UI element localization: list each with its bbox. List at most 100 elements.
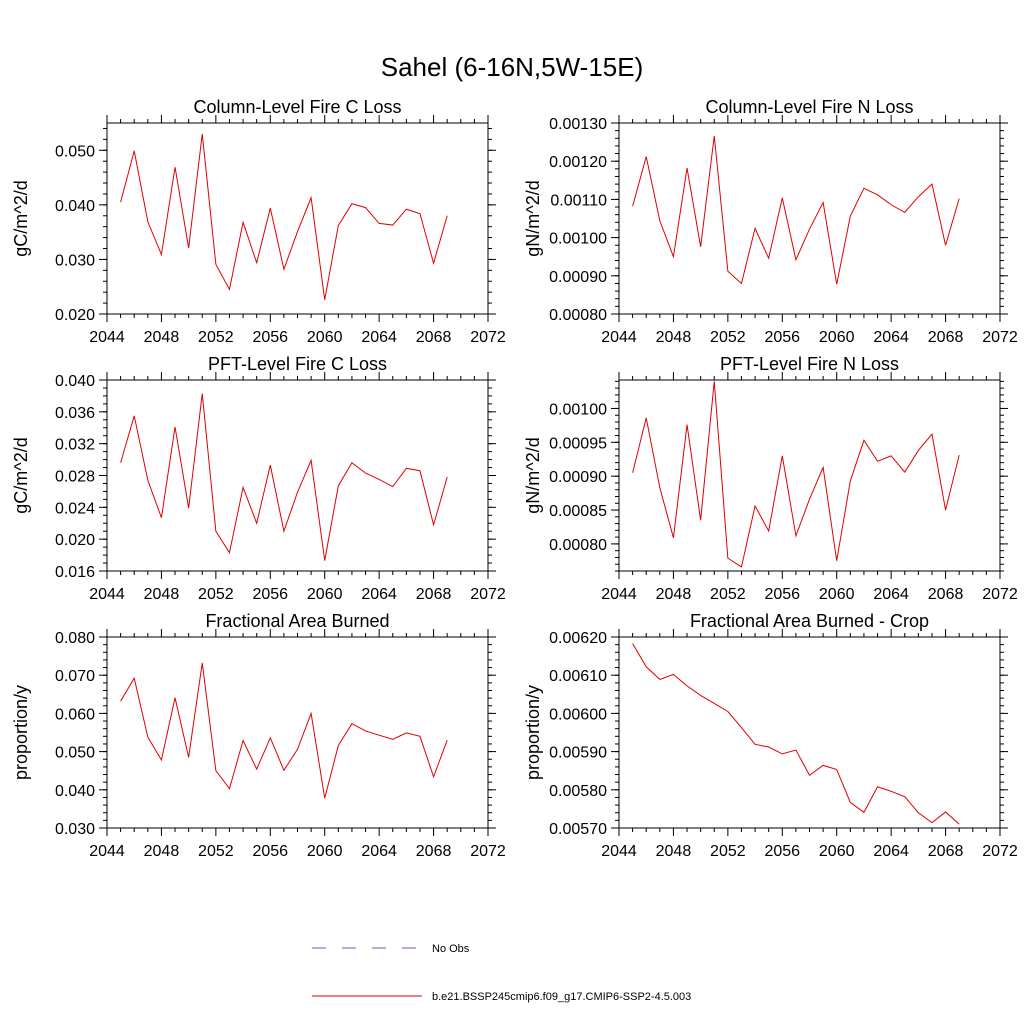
x-tick-label: 2044 bbox=[601, 329, 637, 346]
plot-frame bbox=[618, 379, 1001, 572]
x-tick-label: 2056 bbox=[764, 329, 800, 346]
x-tick-label: 2072 bbox=[982, 329, 1018, 346]
figure-title: Sahel (6-16N,5W-15E) bbox=[381, 52, 644, 82]
y-tick-label: 0.016 bbox=[55, 564, 95, 581]
y-tick-label: 0.00600 bbox=[549, 706, 607, 723]
y-tick-label: 0.00580 bbox=[549, 783, 607, 800]
y-tick-label: 0.00080 bbox=[549, 307, 607, 324]
y-tick-label: 0.020 bbox=[55, 532, 95, 549]
x-tick-label: 2064 bbox=[361, 843, 397, 860]
y-axis-label: gN/m^2/d bbox=[523, 180, 543, 256]
x-tick-label: 2056 bbox=[252, 329, 288, 346]
y-tick-label: 0.036 bbox=[55, 405, 95, 422]
chart-panel-1: Column-Level Fire C Loss gC/m^2/d 2044 2048… bbox=[11, 97, 506, 346]
y-tick-label: 0.00110 bbox=[550, 192, 607, 209]
series-line bbox=[632, 381, 960, 568]
chart-panel-2: Column-Level Fire N Loss gN/m^2/d 2044 2048… bbox=[523, 97, 1018, 346]
x-tick-label: 2048 bbox=[656, 843, 692, 860]
panel-title: PFT-Level Fire N Loss bbox=[720, 354, 899, 374]
series-line bbox=[120, 393, 448, 561]
y-tick-label: 0.040 bbox=[55, 783, 95, 800]
x-tick-label: 2072 bbox=[470, 843, 506, 860]
y-tick-label: 0.080 bbox=[55, 630, 95, 647]
legend-label-no-obs: No Obs bbox=[432, 943, 470, 955]
panel-title: Fractional Area Burned - Crop bbox=[690, 611, 929, 631]
plot-frame bbox=[106, 636, 489, 829]
y-tick-label: 0.040 bbox=[55, 198, 95, 215]
x-tick-label: 2068 bbox=[416, 843, 452, 860]
y-tick-label: 0.00085 bbox=[549, 503, 607, 520]
x-tick-label: 2060 bbox=[307, 329, 343, 346]
x-tick-label: 2064 bbox=[361, 329, 397, 346]
x-tick-label: 2060 bbox=[819, 586, 855, 603]
y-tick-label: 0.032 bbox=[55, 437, 95, 454]
series-line bbox=[120, 662, 448, 799]
x-tick-label: 2044 bbox=[601, 843, 637, 860]
x-tick-label: 2068 bbox=[416, 586, 452, 603]
x-tick-label: 2048 bbox=[656, 586, 692, 603]
x-tick-label: 2060 bbox=[307, 586, 343, 603]
x-tick-label: 2072 bbox=[982, 843, 1018, 860]
legend-label-run: b.e21.BSSP245cmip6.f09_g17.CMIP6-SSP2-4.… bbox=[432, 991, 691, 1003]
x-tick-label: 2068 bbox=[928, 586, 964, 603]
x-tick-label: 2052 bbox=[198, 329, 234, 346]
x-tick-label: 2052 bbox=[198, 843, 234, 860]
x-tick-label: 2064 bbox=[873, 843, 909, 860]
panel-title: PFT-Level Fire C Loss bbox=[208, 354, 387, 374]
y-tick-label: 0.070 bbox=[55, 668, 95, 685]
y-tick-label: 0.00095 bbox=[549, 435, 607, 452]
x-tick-label: 2072 bbox=[470, 586, 506, 603]
chart-panel-6: Fractional Area Burned - Crop proportion/… bbox=[523, 611, 1018, 860]
x-tick-label: 2060 bbox=[307, 843, 343, 860]
x-tick-label: 2060 bbox=[819, 843, 855, 860]
y-tick-label: 0.060 bbox=[55, 706, 95, 723]
y-tick-label: 0.00130 bbox=[549, 116, 607, 133]
y-axis-label: gC/m^2/d bbox=[11, 437, 31, 513]
x-tick-label: 2044 bbox=[89, 586, 125, 603]
y-tick-label: 0.050 bbox=[55, 745, 95, 762]
y-tick-label: 0.020 bbox=[55, 307, 95, 324]
series-line bbox=[120, 133, 448, 300]
y-tick-label: 0.00100 bbox=[549, 401, 607, 418]
y-tick-label: 0.024 bbox=[55, 500, 95, 517]
y-tick-label: 0.040 bbox=[55, 373, 95, 390]
x-tick-label: 2072 bbox=[982, 586, 1018, 603]
y-tick-label: 0.00090 bbox=[549, 269, 607, 286]
x-tick-label: 2056 bbox=[252, 843, 288, 860]
x-tick-label: 2056 bbox=[764, 586, 800, 603]
y-tick-label: 0.030 bbox=[55, 252, 95, 269]
plot-frame bbox=[618, 636, 1001, 829]
x-tick-label: 2068 bbox=[928, 329, 964, 346]
x-tick-label: 2048 bbox=[144, 329, 180, 346]
panel-title: Fractional Area Burned bbox=[205, 611, 389, 631]
y-tick-label: 0.00590 bbox=[549, 745, 607, 762]
y-tick-label: 0.00620 bbox=[549, 630, 607, 647]
chart-panels: Column-Level Fire C Loss gC/m^2/d 2044 2048… bbox=[11, 97, 1018, 860]
y-axis-label: proportion/y bbox=[11, 685, 31, 780]
x-tick-label: 2052 bbox=[710, 843, 746, 860]
x-tick-label: 2068 bbox=[416, 329, 452, 346]
x-tick-label: 2048 bbox=[656, 329, 692, 346]
x-tick-label: 2064 bbox=[873, 586, 909, 603]
x-tick-label: 2048 bbox=[144, 586, 180, 603]
series-line bbox=[632, 135, 960, 285]
legend: No Obs b.e21.BSSP245cmip6.f09_g17.CMIP6-… bbox=[312, 943, 691, 1003]
x-tick-label: 2072 bbox=[470, 329, 506, 346]
panel-title: Column-Level Fire C Loss bbox=[193, 97, 401, 117]
y-tick-label: 0.00080 bbox=[549, 537, 607, 554]
y-axis-label: gN/m^2/d bbox=[523, 437, 543, 513]
x-tick-label: 2048 bbox=[144, 843, 180, 860]
chart-panel-4: PFT-Level Fire N Loss gN/m^2/d 2044 2048 205… bbox=[523, 354, 1018, 603]
x-tick-label: 2044 bbox=[89, 843, 125, 860]
plot-frame bbox=[106, 379, 489, 572]
y-axis-label: gC/m^2/d bbox=[11, 180, 31, 256]
x-tick-label: 2068 bbox=[928, 843, 964, 860]
x-tick-label: 2044 bbox=[601, 586, 637, 603]
x-tick-label: 2052 bbox=[198, 586, 234, 603]
x-tick-label: 2060 bbox=[819, 329, 855, 346]
y-tick-label: 0.00100 bbox=[549, 231, 607, 248]
plot-frame bbox=[618, 122, 1001, 315]
x-tick-label: 2056 bbox=[252, 586, 288, 603]
y-tick-label: 0.050 bbox=[55, 143, 95, 160]
